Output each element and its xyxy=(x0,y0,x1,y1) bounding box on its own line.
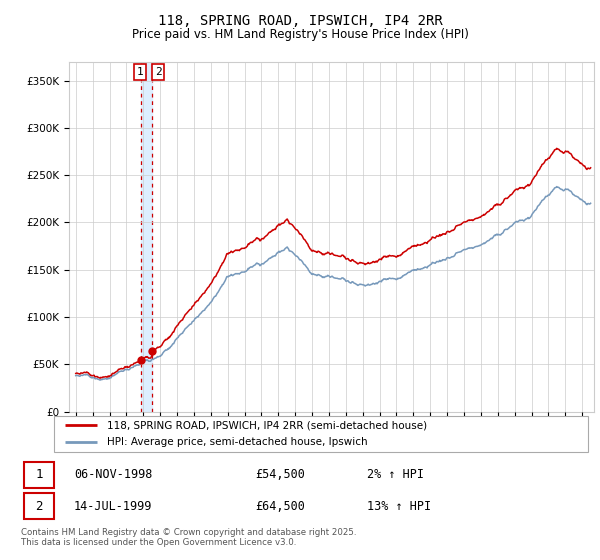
Text: 2: 2 xyxy=(155,67,161,77)
Text: 06-NOV-1998: 06-NOV-1998 xyxy=(74,468,152,481)
Text: 13% ↑ HPI: 13% ↑ HPI xyxy=(367,500,431,513)
Text: 1: 1 xyxy=(35,468,43,481)
Text: 2: 2 xyxy=(35,500,43,513)
Bar xyxy=(141,62,152,412)
Text: 118, SPRING ROAD, IPSWICH, IP4 2RR (semi-detached house): 118, SPRING ROAD, IPSWICH, IP4 2RR (semi… xyxy=(107,420,428,430)
Bar xyxy=(24,493,55,519)
Text: Contains HM Land Registry data © Crown copyright and database right 2025.
This d: Contains HM Land Registry data © Crown c… xyxy=(21,528,356,547)
Text: £54,500: £54,500 xyxy=(256,468,305,481)
Text: 118, SPRING ROAD, IPSWICH, IP4 2RR: 118, SPRING ROAD, IPSWICH, IP4 2RR xyxy=(158,14,442,28)
Text: 14-JUL-1999: 14-JUL-1999 xyxy=(74,500,152,513)
Bar xyxy=(24,462,55,488)
Text: £64,500: £64,500 xyxy=(256,500,305,513)
Text: 2% ↑ HPI: 2% ↑ HPI xyxy=(367,468,424,481)
Text: Price paid vs. HM Land Registry's House Price Index (HPI): Price paid vs. HM Land Registry's House … xyxy=(131,28,469,41)
Text: 1: 1 xyxy=(137,67,143,77)
Text: HPI: Average price, semi-detached house, Ipswich: HPI: Average price, semi-detached house,… xyxy=(107,437,368,447)
